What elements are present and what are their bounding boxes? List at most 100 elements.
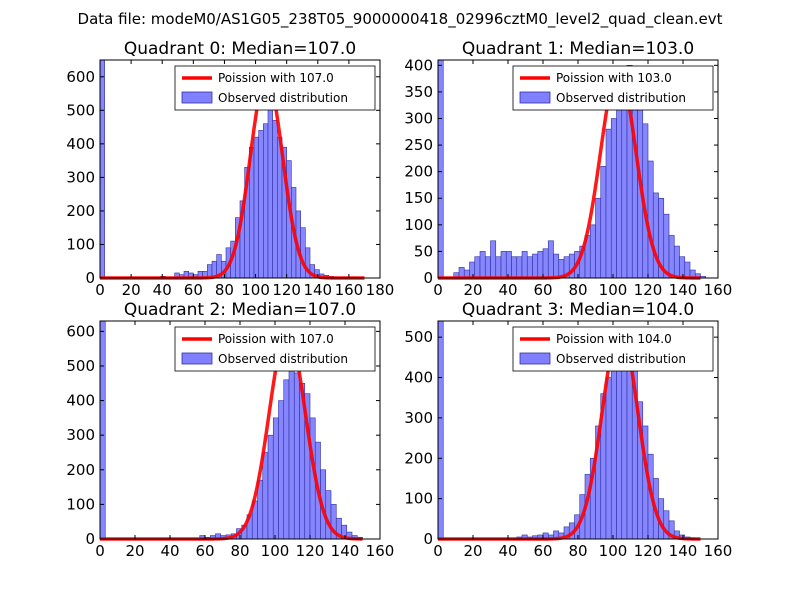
x-tick-label: 140 (669, 542, 698, 560)
histogram-bar (527, 257, 532, 278)
figure-suptitle: Data file: modeM0/AS1G05_238T05_90000004… (78, 10, 723, 29)
y-tick-label: 400 (404, 56, 433, 74)
histogram-bar (512, 257, 517, 278)
x-tick-label: 120 (634, 281, 663, 299)
x-tick-label: 140 (331, 542, 360, 560)
x-tick-label: 100 (599, 542, 628, 560)
y-tick-label: 150 (404, 189, 433, 207)
legend: Poission with 104.0 Observed distribution (513, 327, 713, 371)
subplot-quadrant-3: Quadrant 3: Median=104.00 20 40 60 80 100 120 1… (404, 300, 732, 560)
legend-bars-swatch (520, 92, 550, 103)
chart-title: Quadrant 3: Median=104.0 (462, 300, 694, 320)
x-tick-label: 20 (463, 542, 482, 560)
x-tick-label: 80 (568, 542, 587, 560)
x-tick-label: 140 (303, 281, 332, 299)
x-tick-label: 20 (125, 542, 144, 560)
legend: Poission with 107.0Observed distribution (175, 66, 375, 110)
histogram-bar (669, 235, 674, 278)
histogram-bar (480, 251, 485, 278)
y-tick-label: 0 (423, 530, 433, 548)
x-tick-label: 60 (533, 281, 552, 299)
histogram-bar (632, 81, 637, 278)
legend-bars-swatch (182, 92, 212, 103)
x-tick-label: 0 (95, 281, 105, 299)
chart-title: Quadrant 2: Median=107.0 (124, 300, 356, 320)
x-tick-label: 100 (261, 542, 290, 560)
subplot-quadrant-0: Quadrant 0: Median=107.00 20 40 60 80 100 120 1… (66, 39, 394, 299)
legend-bars-label: Observed distribution (556, 91, 686, 105)
histogram-bar (606, 378, 611, 539)
histogram-bar (485, 257, 490, 278)
histogram-bar (279, 401, 284, 539)
histogram-bar (100, 60, 105, 278)
figure: Data file: modeM0/AS1G05_238T05_90000004… (0, 0, 800, 600)
legend: Poission with 103.0 Observed distribution (513, 66, 713, 110)
histogram-bar (648, 161, 653, 278)
y-tick-label: 100 (404, 216, 433, 234)
subplot-quadrant-1: Quadrant 1: Median=103.00 20 40 60 80 100 120 1… (404, 39, 732, 299)
legend: Poission with 107.0Observed distribution (175, 327, 375, 371)
x-tick-label: 100 (241, 281, 270, 299)
y-tick-label: 50 (414, 242, 433, 260)
histogram-bar (263, 124, 268, 278)
y-tick-label: 0 (423, 269, 433, 287)
y-tick-label: 200 (66, 202, 95, 220)
histogram-bar (622, 87, 627, 278)
histogram-bar (680, 257, 685, 278)
x-tick-label: 60 (533, 542, 552, 560)
histogram-bar (517, 257, 522, 278)
y-tick-label: 500 (404, 328, 433, 346)
y-tick-label: 400 (66, 392, 95, 410)
histogram-bar (501, 251, 506, 278)
x-tick-label: 160 (704, 542, 733, 560)
histogram-bar (259, 130, 264, 278)
histogram-bar (496, 257, 501, 278)
histogram-bar (522, 251, 527, 278)
x-tick-label: 40 (160, 542, 179, 560)
histogram-bar (268, 107, 273, 278)
y-tick-label: 400 (66, 135, 95, 153)
x-tick-label: 20 (122, 281, 141, 299)
y-tick-label: 300 (66, 168, 95, 186)
x-tick-label: 180 (366, 281, 395, 299)
legend-bars-swatch (520, 353, 550, 364)
histogram-bar (617, 103, 622, 278)
histogram-bar (611, 118, 616, 278)
histogram-bar (554, 254, 559, 278)
histogram-bar (268, 435, 273, 539)
y-tick-label: 300 (66, 426, 95, 444)
histogram-bar (590, 225, 595, 278)
y-tick-label: 250 (404, 136, 433, 154)
histogram-bar (685, 262, 690, 278)
histogram-bar (284, 380, 289, 539)
histogram-bar (601, 166, 606, 278)
x-tick-label: 120 (634, 542, 663, 560)
histogram-bar (475, 257, 480, 278)
histogram-bar (491, 241, 496, 278)
legend-bars-swatch (182, 353, 212, 364)
histogram-bar (254, 137, 259, 278)
histogram-bar (606, 129, 611, 278)
histogram-bar (653, 193, 658, 278)
histogram-bar (438, 321, 443, 539)
histogram-bar (294, 373, 299, 539)
histogram-bar (611, 357, 616, 539)
x-tick-label: 80 (230, 542, 249, 560)
subplot-quadrant-2: Quadrant 2: Median=107.0 0 20 40 60 80 100 120 1… (66, 300, 394, 560)
histogram-bar (289, 366, 294, 539)
legend-curve-label: Poission with 103.0 (556, 71, 672, 85)
histogram-bar (548, 241, 553, 278)
histogram-bar (100, 321, 105, 539)
histogram-bar (301, 228, 306, 278)
legend-curve-label: Poission with 104.0 (556, 332, 672, 346)
histogram-bar (273, 120, 278, 278)
x-tick-label: 160 (366, 542, 395, 560)
histogram-bar (263, 452, 268, 539)
histogram-bar (438, 60, 443, 278)
x-tick-label: 40 (153, 281, 172, 299)
x-tick-label: 160 (335, 281, 364, 299)
histogram-bar (533, 254, 538, 278)
y-tick-label: 100 (404, 490, 433, 508)
histogram-bar (273, 418, 278, 539)
legend-bars-label: Observed distribution (218, 91, 348, 105)
